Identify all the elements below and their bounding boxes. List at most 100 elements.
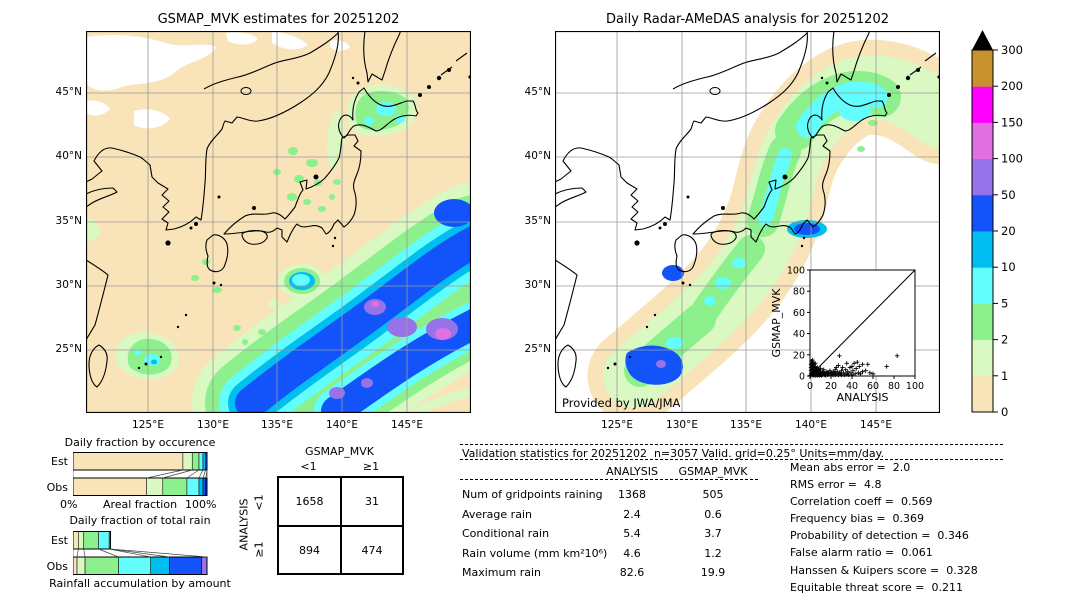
divider-top: [460, 444, 1003, 445]
gsmap-precipitation-map: [86, 31, 471, 413]
svg-text:ANALYSIS: ANALYSIS: [837, 391, 889, 404]
score-line: Hanssen & Kuipers score = 0.328: [790, 563, 978, 577]
stat-row-gsmap: 0.6: [704, 508, 722, 521]
lat-tick-label: 45°N: [524, 86, 551, 98]
svg-text:0: 0: [799, 372, 805, 383]
svg-text:0: 0: [807, 381, 813, 392]
lon-tick-label: 145°E: [391, 419, 423, 431]
lon-tick-label: 145°E: [860, 419, 892, 431]
svg-text:40: 40: [793, 329, 805, 340]
svg-text:50: 50: [1001, 188, 1016, 202]
svg-text:80: 80: [793, 287, 805, 298]
svg-text:20: 20: [1001, 224, 1016, 238]
contingency-row-lt1: <1: [252, 494, 266, 511]
stat-row-label: Rain volume (mm km²10⁶): [462, 547, 608, 560]
analysis-vs-gsmap-scatter: 0 20 40 60 80 100 0 20 40 60 80 100 ANALYSIS GSMAP_MV…: [770, 266, 924, 405]
contingency-col-lt1: <1: [300, 460, 317, 473]
contingency-row-title: ANALYSIS: [237, 498, 251, 551]
right-map-title: Daily Radar-AMeDAS analysis for 20251202: [606, 12, 889, 27]
contingency-col-title: GSMAP_MVK: [305, 445, 374, 458]
svg-text:1: 1: [1001, 369, 1008, 383]
areal-axis-0: 0%: [60, 498, 78, 511]
totalrain-chart-title: Daily fraction of total rain: [69, 514, 211, 527]
svg-text:5: 5: [1001, 296, 1008, 310]
skill-scores: Mean abs error = 2.0 RMS error = 4.8 Cor…: [790, 459, 978, 596]
svg-text:60: 60: [793, 308, 805, 319]
svg-text:2: 2: [1001, 333, 1008, 347]
svg-text:10: 10: [1001, 260, 1016, 274]
lat-tick-label: 45°N: [55, 86, 82, 98]
stat-row-label: Num of gridpoints raining: [462, 488, 603, 501]
stat-row-label: Average rain: [462, 508, 532, 521]
map-credit: Provided by JWA/JMA: [562, 396, 681, 410]
occurrence-est-label: Est: [51, 455, 68, 468]
areal-axis-label: Areal fraction: [102, 498, 178, 511]
contingency-cell-falsealarm: 31: [341, 477, 403, 526]
stat-row-analysis: 5.4: [623, 527, 641, 540]
score-line: Mean abs error = 2.0: [790, 461, 911, 474]
totalrain-est-label: Est: [51, 534, 68, 547]
svg-text:80: 80: [888, 381, 900, 392]
lat-tick-label: 30°N: [524, 279, 551, 291]
svg-text:20: 20: [825, 381, 837, 392]
contingency-cell-hit: 474: [341, 526, 403, 574]
svg-text:100: 100: [1001, 152, 1023, 166]
divider-under-headers: [460, 479, 758, 480]
stat-row-gsmap: 1.2: [704, 547, 722, 560]
stat-row-label: Maximum rain: [462, 566, 541, 579]
lon-tick-label: 140°E: [326, 419, 358, 431]
divider-under-title: [460, 459, 1003, 460]
svg-text:100: 100: [906, 381, 924, 392]
lon-tick-label: 135°E: [261, 419, 293, 431]
svg-text:150: 150: [1001, 115, 1023, 129]
contingency-col-ge1: ≥1: [362, 460, 380, 473]
radar-amedas-precipitation-map: [555, 31, 940, 413]
svg-text:60: 60: [867, 381, 879, 392]
totalrain-axis-label: Rainfall accumulation by amount: [49, 577, 231, 590]
lat-tick-label: 35°N: [55, 215, 82, 227]
contingency-row-ge1: ≥1: [252, 541, 266, 558]
col-header-analysis: ANALYSIS: [606, 465, 658, 478]
rainfall-colorbar: 0 1 2 5 10 20 50 100 150 200 300: [971, 30, 1023, 419]
contingency-cell-hitmiss: 1658: [278, 477, 341, 526]
lon-tick-label: 130°E: [197, 419, 229, 431]
occurrence-stacked-bars: [73, 452, 208, 496]
stat-row-analysis: 2.4: [623, 508, 641, 521]
stat-row-analysis: 82.6: [619, 566, 645, 579]
occurrence-obs-label: Obs: [46, 481, 68, 494]
lon-tick-label: 140°E: [795, 419, 827, 431]
lat-tick-label: 35°N: [524, 215, 551, 227]
score-line: Correlation coeff = 0.569: [790, 495, 933, 509]
svg-text:20: 20: [793, 350, 805, 361]
svg-text:300: 300: [1001, 43, 1023, 57]
stat-row-gsmap: 3.7: [704, 527, 722, 540]
stat-row-analysis: 1368: [618, 488, 646, 501]
svg-text:0: 0: [1001, 405, 1008, 419]
lon-tick-label: 130°E: [666, 419, 698, 431]
lat-tick-label: 25°N: [55, 343, 82, 355]
occurrence-chart-title: Daily fraction by occurence: [64, 436, 216, 449]
score-line: False alarm ratio = 0.061: [790, 546, 933, 560]
stat-row-label: Conditional rain: [462, 527, 550, 540]
score-line: Equitable threat score = 0.211: [790, 580, 963, 594]
lat-tick-label: 30°N: [55, 279, 82, 291]
lon-tick-label: 125°E: [601, 419, 633, 431]
left-map-title: GSMAP_MVK estimates for 20251202: [157, 12, 400, 27]
totalrain-stacked-bars: [73, 531, 208, 575]
svg-text:200: 200: [1001, 79, 1023, 93]
contingency-table: 1658 31 894 474: [277, 476, 404, 575]
svg-text:100: 100: [787, 266, 805, 277]
score-line: Frequency bias = 0.369: [790, 512, 925, 526]
svg-text:GSMAP_MVK: GSMAP_MVK: [770, 288, 783, 358]
score-line: Probability of detection = 0.346: [790, 529, 969, 543]
lat-tick-label: 40°N: [55, 150, 82, 162]
svg-text:40: 40: [846, 381, 858, 392]
lon-tick-label: 135°E: [730, 419, 762, 431]
lat-tick-label: 25°N: [524, 343, 551, 355]
stat-row-gsmap: 19.9: [700, 566, 726, 579]
lon-tick-label: 125°E: [132, 419, 164, 431]
lat-tick-label: 40°N: [524, 150, 551, 162]
contingency-cell-miss: 894: [278, 526, 341, 574]
areal-axis-100: 100%: [185, 498, 217, 511]
